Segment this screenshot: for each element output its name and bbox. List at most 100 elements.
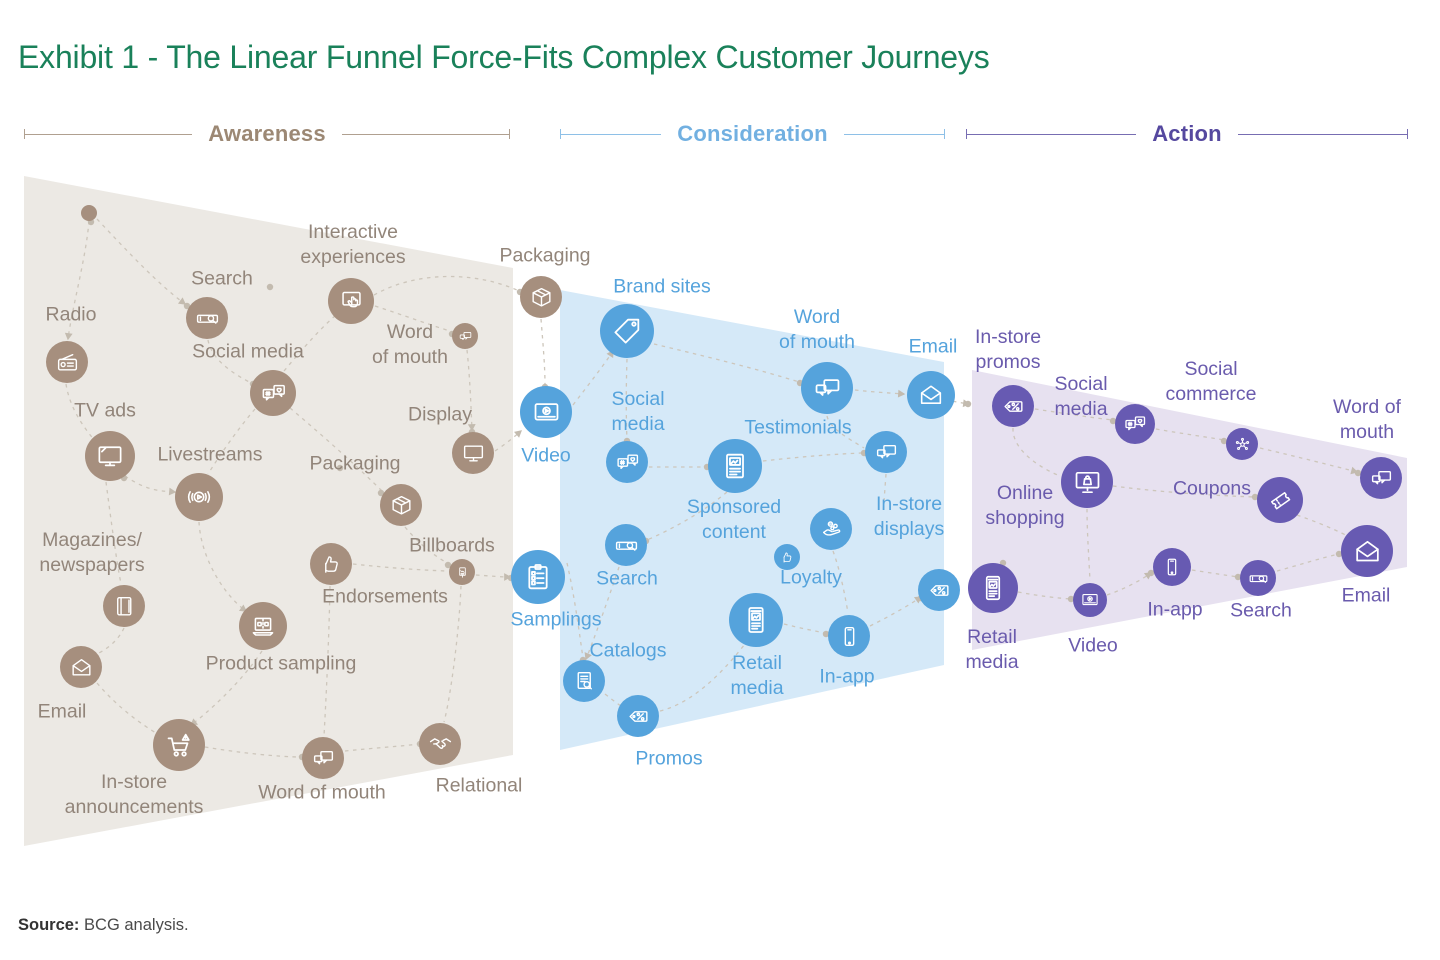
social-bubbles-icon <box>1125 416 1146 431</box>
connector-path <box>207 408 256 475</box>
handshake-icon <box>429 737 451 749</box>
awareness-billboards-label: Billboards <box>409 534 495 557</box>
action-email-action-node <box>1341 525 1393 577</box>
search-bar-icon <box>1249 574 1267 583</box>
connector-path <box>826 415 865 449</box>
consideration-loyalty-label: Loyalty <box>780 566 842 589</box>
envelope-icon <box>920 385 942 404</box>
connector-path <box>207 339 252 384</box>
connector-path <box>323 585 331 737</box>
consideration-email-consideration-node <box>907 371 955 419</box>
stage-tick <box>24 129 25 139</box>
smartphone-icon <box>1167 558 1177 576</box>
connector-path <box>1259 447 1359 475</box>
action-online-shopping-node <box>1061 456 1113 508</box>
hand-coins-icon <box>822 520 840 536</box>
connector-path <box>352 563 447 572</box>
awareness-billboards-node <box>449 559 475 585</box>
consideration-testimonials-node <box>865 431 907 473</box>
junction-dot <box>1234 573 1242 581</box>
connector-path <box>96 682 157 734</box>
consideration-samplings-node <box>511 550 565 604</box>
speech-bubbles-icon <box>1371 470 1391 484</box>
price-tag-icon <box>614 318 640 344</box>
action-in-store-promos-label: In-store promos <box>974 326 1042 373</box>
connector-path <box>1191 569 1239 578</box>
source-label: Source: <box>18 916 80 934</box>
connector-path <box>443 585 462 723</box>
awareness-social-media-label: Social media <box>192 340 304 363</box>
consideration-social-media-consideration-node <box>606 441 648 483</box>
connector-path <box>1296 514 1358 542</box>
thumbs-up-icon <box>783 552 791 562</box>
stage-tick <box>966 129 967 139</box>
connector-path <box>494 430 522 452</box>
action-retail-media-action-label: Retail media <box>965 626 1019 673</box>
consideration-brand-sites-label: Brand sites <box>613 275 711 298</box>
awareness-relational-node <box>419 723 461 765</box>
monitor-icon <box>463 445 483 461</box>
consideration-brand-sites-node <box>600 304 654 358</box>
envelope-icon <box>71 658 91 675</box>
connector-path <box>625 358 628 441</box>
cart-alert-icon <box>167 733 190 757</box>
funnel-section-awareness <box>24 176 513 846</box>
awareness-in-store-announcements-label: In-store announcements <box>64 771 204 818</box>
awareness-email-awareness-label: Email <box>37 700 87 723</box>
consideration-catalogs-node <box>563 660 605 702</box>
junction-dot <box>1251 493 1259 501</box>
connector-path <box>854 389 906 398</box>
awareness-packaging-mid-node <box>380 484 422 526</box>
package-box-icon <box>531 287 551 307</box>
consideration-promos-label: Promos <box>635 747 703 770</box>
billboard-icon <box>458 566 466 578</box>
search-bar-icon <box>615 541 637 551</box>
junction-dot <box>822 630 830 638</box>
awareness-magazines-newspapers-node <box>103 585 145 627</box>
action-video-action-node <box>1073 583 1107 617</box>
action-in-store-promos-node <box>992 385 1034 427</box>
clipboard-checklist-icon <box>528 564 548 590</box>
connector-path <box>653 343 800 383</box>
connector-path <box>475 573 512 581</box>
stage-header-action: Action <box>966 121 1409 147</box>
funnel-sections <box>24 176 1407 846</box>
stage-line <box>25 133 193 135</box>
connector-path <box>869 596 923 627</box>
consideration-retail-media-consideration-label: Retail media <box>730 652 784 699</box>
stage-line <box>1237 133 1408 135</box>
consideration-testimonials-label: Testimonials <box>744 416 852 439</box>
package-box-icon <box>391 495 411 515</box>
awareness-word-of-mouth-small-label: Word of mouth <box>372 321 448 368</box>
connector-path <box>373 275 520 296</box>
awareness-product-sampling-node <box>239 602 287 650</box>
consideration-loyalty-points-node <box>810 508 852 550</box>
action-retail-media-action-node <box>968 563 1018 613</box>
social-bubbles-icon <box>616 454 638 469</box>
awareness-livestreams-node <box>175 473 223 521</box>
stage-line <box>843 133 944 135</box>
junction-dot <box>1335 550 1343 558</box>
consideration-samplings-label: Samplings <box>510 608 602 631</box>
stage-tick <box>944 129 945 139</box>
awareness-display-label: Display <box>408 403 472 426</box>
consideration-search-consideration-label: Search <box>596 567 658 590</box>
connector-path <box>1034 408 1114 421</box>
speech-bubbles-icon <box>876 444 896 458</box>
consideration-email-consideration-label: Email <box>908 335 958 358</box>
awareness-in-store-announcements-node <box>153 719 205 771</box>
stage-tick <box>509 129 510 139</box>
connector-path <box>584 566 620 661</box>
journey-connector-lines <box>64 218 1359 758</box>
percent-tag-icon <box>929 584 949 596</box>
exhibit-title: Exhibit 1 - The Linear Funnel Force-Fits… <box>18 39 990 76</box>
radio-icon <box>57 353 77 370</box>
action-coupons-label: Coupons <box>1172 477 1252 500</box>
connector-path <box>832 550 849 614</box>
awareness-tv-ads-label: TV ads <box>74 399 136 422</box>
doc-image-icon <box>748 607 764 633</box>
connector-path <box>404 526 450 565</box>
consideration-search-consideration-node <box>605 524 647 566</box>
awareness-word-of-mouth-small-node <box>452 323 478 349</box>
action-in-app-action-node <box>1153 548 1191 586</box>
